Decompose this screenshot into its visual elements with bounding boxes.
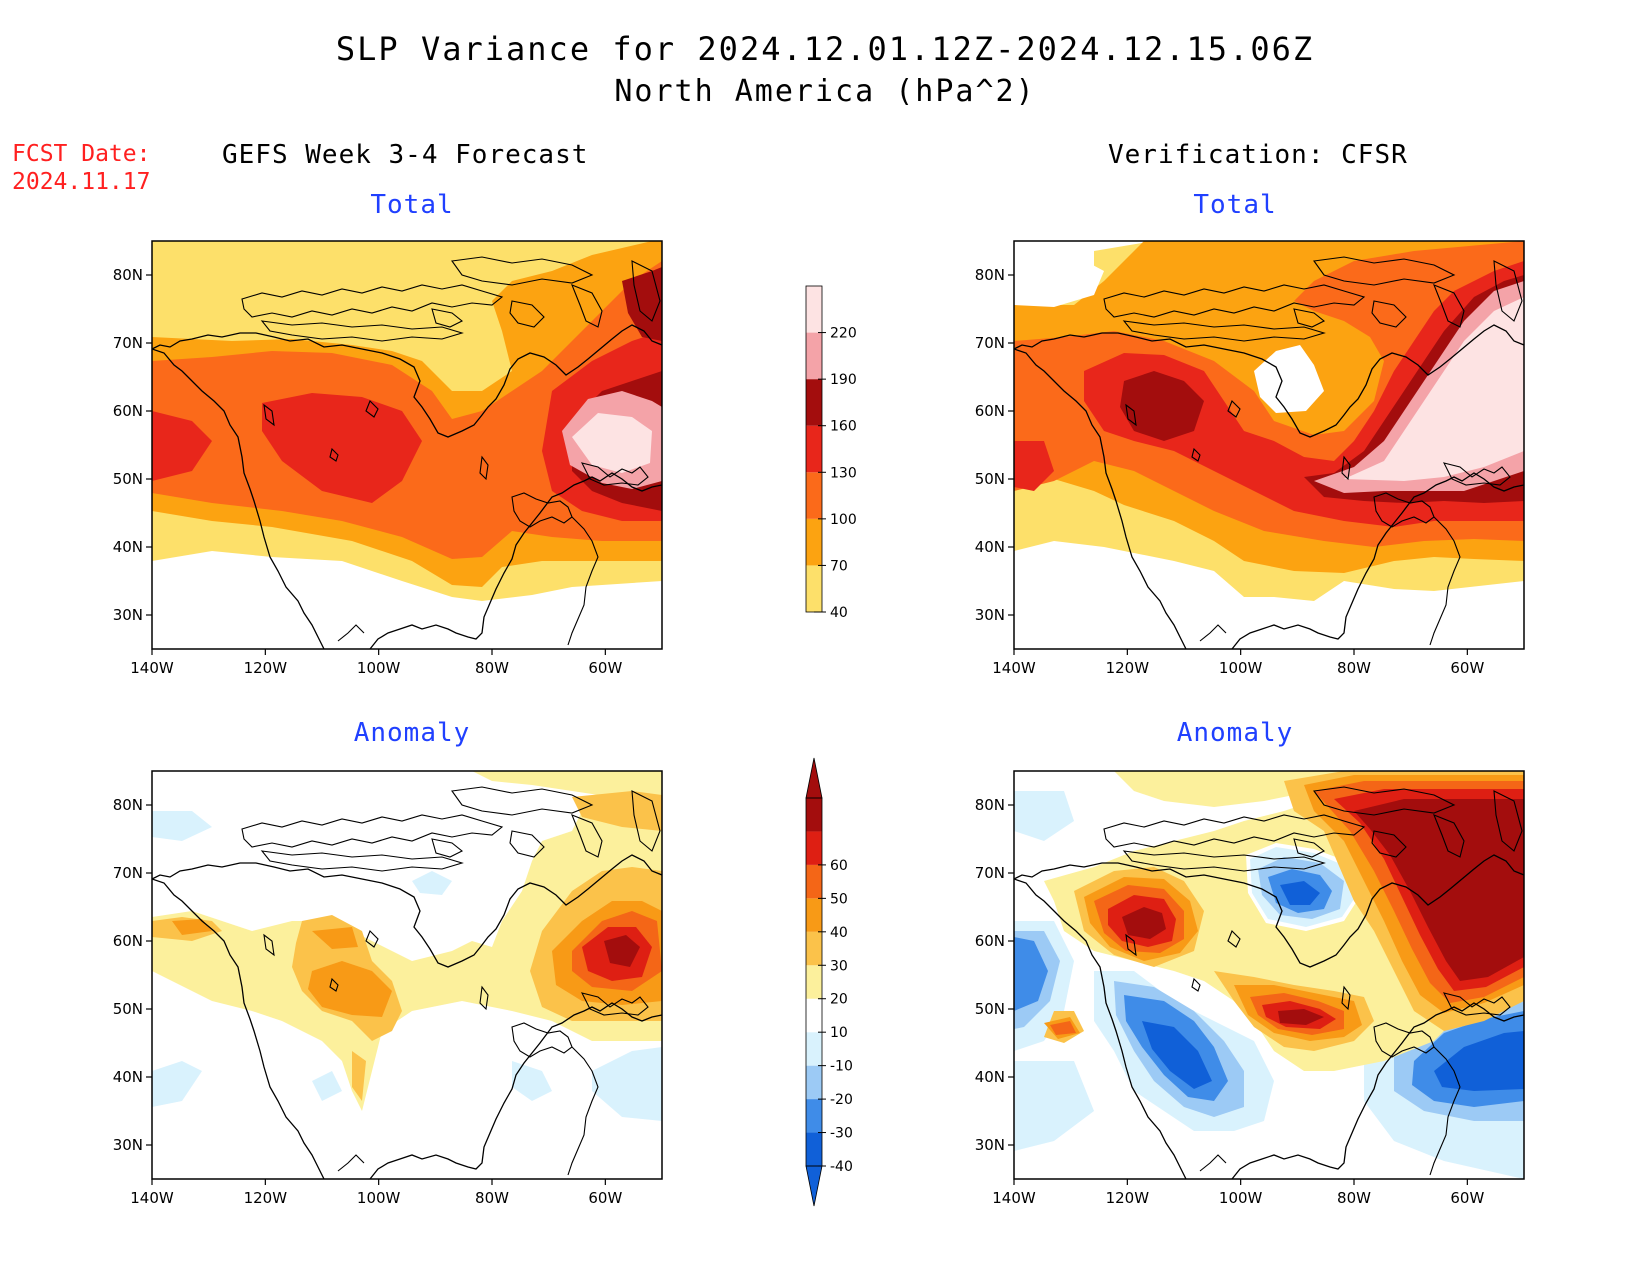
colorbar-segment (806, 931, 822, 966)
colorbar-label: 160 (830, 419, 857, 435)
total-colorbar: 40 70 100 130 160 190 220 (805, 285, 857, 621)
lat-tick-label: 60N (975, 402, 1005, 420)
forecast-anomaly-title: Anomaly (353, 718, 471, 748)
lat-tick-label: 50N (113, 1000, 143, 1018)
lat-tick-label: 50N (975, 1000, 1005, 1018)
lon-tick-label: 80W (475, 659, 509, 677)
lon-tick-label: 80W (475, 1189, 509, 1207)
colorbar-label: 130 (830, 465, 857, 481)
lon-tick-label: 80W (1337, 1189, 1371, 1207)
colorbar-label: 20 (830, 992, 848, 1008)
forecast-total-title: Total (370, 190, 454, 220)
lat-tick-label: 30N (975, 606, 1005, 624)
lat-tick-label: 40N (113, 1068, 143, 1086)
colorbar-segment (806, 332, 822, 380)
colorbar-label: 190 (830, 372, 857, 388)
colorbar-label: 30 (830, 958, 848, 974)
colorbar-segment (806, 286, 822, 333)
verification-anomaly-title: Anomaly (1176, 718, 1294, 748)
lat-tick-label: 30N (113, 1136, 143, 1154)
lon-tick-label: 120W (1106, 659, 1150, 677)
colorbar-label: -10 (830, 1059, 853, 1075)
lat-tick-label: 80N (113, 796, 143, 814)
lon-tick-label: 120W (244, 1189, 288, 1207)
lat-tick-label: 40N (975, 538, 1005, 556)
lat-tick-label: 70N (113, 864, 143, 882)
forecast-column-heading: GEFS Week 3-4 Forecast (222, 140, 589, 170)
lon-tick-label: 140W (992, 659, 1036, 677)
colorbar-segment (806, 864, 822, 899)
colorbar-segment (806, 518, 822, 566)
lat-tick-label: 40N (975, 1068, 1005, 1086)
forecast-anomaly-map (151, 770, 663, 1180)
lon-tick-label: 80W (1337, 659, 1371, 677)
anomaly-colorbar: -40 -30 -20 -10 10 20 30 40 50 60 (805, 757, 853, 1207)
lon-tick-label: 140W (130, 1189, 174, 1207)
lon-tick-label: 100W (357, 1189, 401, 1207)
colorbar-segment (806, 998, 822, 1033)
colorbar-label: 40 (830, 925, 848, 941)
lon-tick-label: 140W (992, 1189, 1036, 1207)
colorbar-label: 10 (830, 1025, 848, 1041)
colorbar-segment (806, 425, 822, 473)
lon-tick-label: 120W (1106, 1189, 1150, 1207)
colorbar-label: 100 (830, 512, 857, 528)
lat-tick-label: 80N (975, 796, 1005, 814)
lon-tick-label: 100W (1219, 659, 1263, 677)
chart-title: SLP Variance for 2024.12.01.12Z-2024.12.… (335, 30, 1315, 68)
lon-tick-label: 100W (1219, 1189, 1263, 1207)
lat-tick-label: 80N (113, 266, 143, 284)
colorbar-segment (806, 379, 822, 426)
lat-tick-label: 80N (975, 266, 1005, 284)
colorbar-segment (806, 472, 822, 519)
lat-tick-label: 70N (975, 864, 1005, 882)
verification-total-map (1013, 240, 1525, 650)
lon-tick-label: 60W (588, 1189, 622, 1207)
chart-subtitle: North America (hPa^2) (614, 74, 1036, 109)
colorbar-segment (806, 831, 822, 865)
colorbar-top-arrow (805, 757, 823, 799)
colorbar-segment (806, 1132, 822, 1166)
forecast-date: FCST Date: 2024.11.17 (12, 141, 151, 195)
lat-tick-label: 50N (975, 470, 1005, 488)
colorbar-label: 70 (830, 558, 848, 574)
colorbar-label: 220 (830, 326, 857, 342)
lat-tick-label: 70N (113, 334, 143, 352)
colorbar-segment (806, 565, 822, 612)
colorbar-segment (806, 1099, 822, 1133)
colorbar-segment (806, 1032, 822, 1066)
verification-column-heading: Verification: CFSR (1108, 140, 1408, 170)
colorbar-label: -40 (830, 1159, 853, 1175)
lon-tick-label: 120W (244, 659, 288, 677)
verification-total-title: Total (1193, 190, 1277, 220)
lat-tick-label: 30N (975, 1136, 1005, 1154)
colorbar-segment (806, 1065, 822, 1100)
lon-tick-label: 60W (1450, 659, 1484, 677)
axis-ticks: 140W 120W 100W 80W 60W 30N 40N 50N 60N 70N 80N 140W… (113, 266, 1485, 1207)
colorbar-bottom-arrow (805, 1165, 823, 1207)
colorbar-label: 40 (830, 605, 848, 621)
lat-tick-label: 30N (113, 606, 143, 624)
forecast-total-map (151, 240, 663, 650)
colorbar-label: -30 (830, 1126, 853, 1142)
colorbar-label: -20 (830, 1092, 853, 1108)
colorbar-label: 50 (830, 891, 848, 907)
lat-tick-label: 50N (113, 470, 143, 488)
lon-tick-label: 60W (588, 659, 622, 677)
colorbar-label: 60 (830, 858, 848, 874)
lat-tick-label: 60N (975, 932, 1005, 950)
lon-tick-label: 60W (1450, 1189, 1484, 1207)
lat-tick-label: 60N (113, 932, 143, 950)
lon-tick-label: 100W (357, 659, 401, 677)
lat-tick-label: 40N (113, 538, 143, 556)
lat-tick-label: 70N (975, 334, 1005, 352)
colorbar-segment (806, 898, 822, 932)
verification-anomaly-map (1013, 770, 1525, 1180)
lat-tick-label: 60N (113, 402, 143, 420)
colorbar-segment (806, 798, 822, 832)
lon-tick-label: 140W (130, 659, 174, 677)
colorbar-segment (806, 965, 822, 999)
